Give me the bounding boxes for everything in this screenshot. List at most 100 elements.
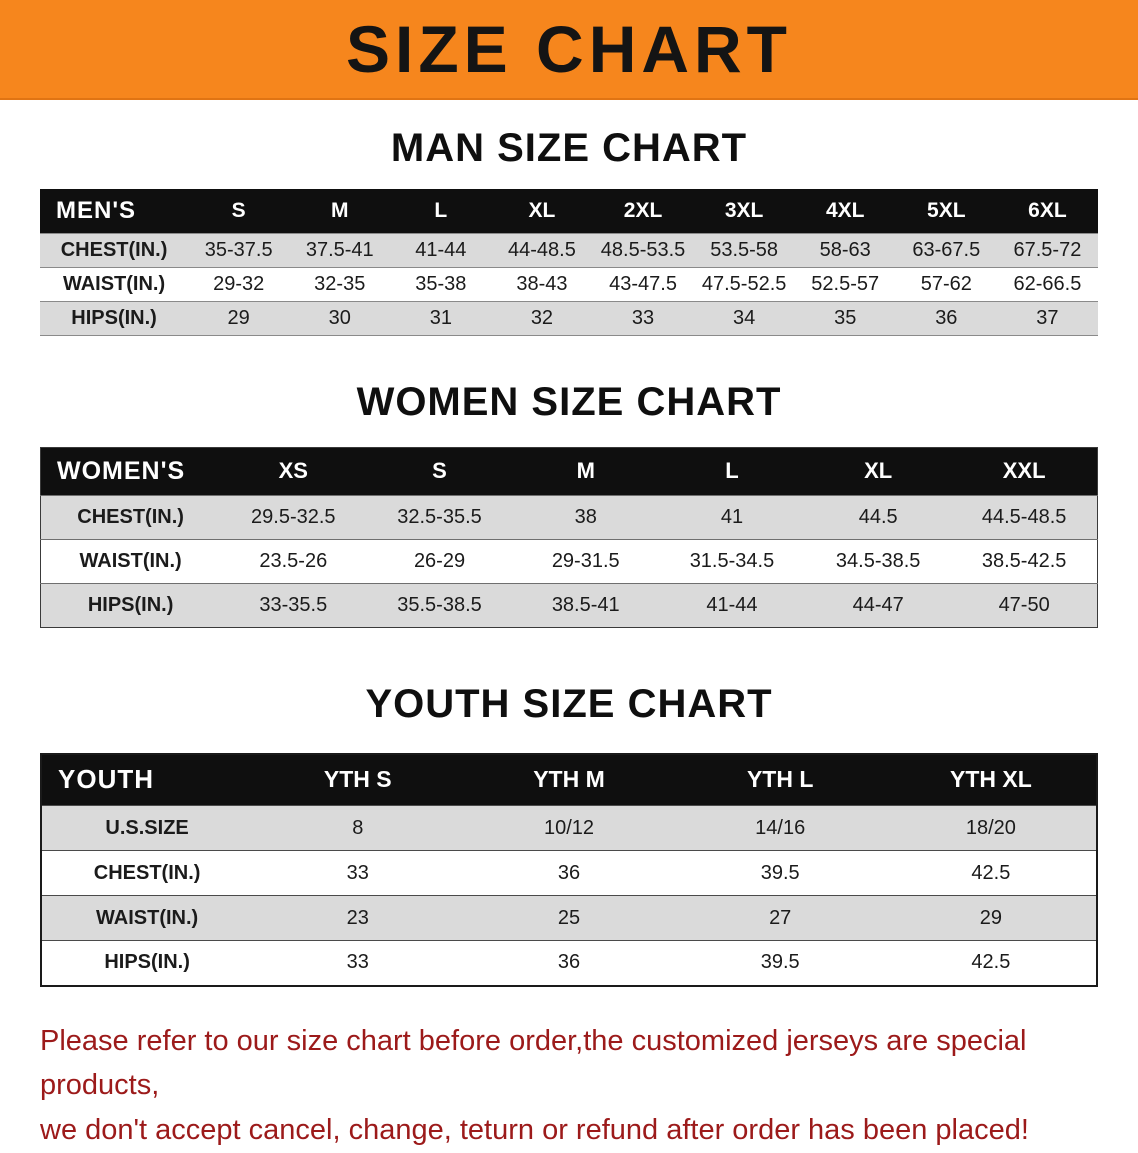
size-value-cell: 44-48.5 [491, 233, 592, 267]
size-header-cell: 4XL [795, 189, 896, 233]
banner: SIZE CHART [0, 0, 1138, 100]
size-value-cell: 41-44 [390, 233, 491, 267]
size-value-cell: 35 [795, 301, 896, 335]
size-header-cell: 5XL [896, 189, 997, 233]
size-value-cell: 31.5-34.5 [659, 539, 805, 583]
size-value-cell: 33 [252, 851, 463, 896]
size-value-cell: 43-47.5 [592, 267, 693, 301]
size-value-cell: 27 [675, 896, 886, 941]
size-value-cell: 63-67.5 [896, 233, 997, 267]
size-value-cell: 37 [997, 301, 1098, 335]
page-title: SIZE CHART [346, 11, 792, 87]
size-value-cell: 35-37.5 [188, 233, 289, 267]
size-value-cell: 38 [513, 495, 659, 539]
size-value-cell: 31 [390, 301, 491, 335]
size-value-cell: 39.5 [675, 851, 886, 896]
notice-line: we don't accept cancel, change, teturn o… [40, 1108, 1138, 1153]
size-value-cell: 29-31.5 [513, 539, 659, 583]
size-value-cell: 32 [491, 301, 592, 335]
size-value-cell: 35.5-38.5 [366, 583, 512, 627]
size-value-cell: 8 [252, 806, 463, 851]
size-value-cell: 67.5-72 [997, 233, 1098, 267]
row-label-cell: CHEST(IN.) [41, 851, 252, 896]
table-header-row: WOMEN'S XS S M L XL XXL [41, 447, 1098, 495]
table-row: CHEST(IN.) 35-37.5 37.5-41 41-44 44-48.5… [40, 233, 1098, 267]
size-value-cell: 42.5 [886, 851, 1097, 896]
size-value-cell: 41-44 [659, 583, 805, 627]
size-header-cell: S [188, 189, 289, 233]
size-header-cell: M [289, 189, 390, 233]
size-value-cell: 32-35 [289, 267, 390, 301]
size-value-cell: 44.5-48.5 [951, 495, 1097, 539]
size-value-cell: 33-35.5 [220, 583, 366, 627]
size-value-cell: 41 [659, 495, 805, 539]
notice-line: Please refer to our size chart before or… [40, 1019, 1138, 1109]
size-value-cell: 34.5-38.5 [805, 539, 951, 583]
row-label-cell: CHEST(IN.) [40, 233, 188, 267]
size-value-cell: 44-47 [805, 583, 951, 627]
row-label-cell: WAIST(IN.) [41, 896, 252, 941]
size-value-cell: 34 [694, 301, 795, 335]
size-value-cell: 23.5-26 [220, 539, 366, 583]
row-label-cell: WAIST(IN.) [40, 267, 188, 301]
size-header-cell: YTH S [252, 754, 463, 806]
size-value-cell: 57-62 [896, 267, 997, 301]
size-value-cell: 29 [886, 896, 1097, 941]
size-value-cell: 18/20 [886, 806, 1097, 851]
size-value-cell: 39.5 [675, 941, 886, 986]
size-value-cell: 47.5-52.5 [694, 267, 795, 301]
size-value-cell: 36 [463, 851, 674, 896]
size-value-cell: 53.5-58 [694, 233, 795, 267]
size-value-cell: 44.5 [805, 495, 951, 539]
size-value-cell: 47-50 [951, 583, 1097, 627]
size-header-cell: 6XL [997, 189, 1098, 233]
size-header-cell: L [390, 189, 491, 233]
size-header-cell: M [513, 447, 659, 495]
table-row: HIPS(IN.) 33-35.5 35.5-38.5 38.5-41 41-4… [41, 583, 1098, 627]
size-value-cell: 36 [896, 301, 997, 335]
table-title-cell: WOMEN'S [41, 447, 221, 495]
table-title-cell: YOUTH [41, 754, 252, 806]
size-header-cell: YTH XL [886, 754, 1097, 806]
women-section-heading: WOMEN SIZE CHART [0, 380, 1138, 425]
table-title-cell: MEN'S [40, 189, 188, 233]
size-header-cell: XXL [951, 447, 1097, 495]
table-row: WAIST(IN.) 29-32 32-35 35-38 38-43 43-47… [40, 267, 1098, 301]
size-value-cell: 26-29 [366, 539, 512, 583]
size-value-cell: 62-66.5 [997, 267, 1098, 301]
size-header-cell: S [366, 447, 512, 495]
table-row: U.S.SIZE 8 10/12 14/16 18/20 [41, 806, 1097, 851]
table-header-row: MEN'S S M L XL 2XL 3XL 4XL 5XL 6XL [40, 189, 1098, 233]
size-header-cell: XS [220, 447, 366, 495]
size-header-cell: XL [805, 447, 951, 495]
size-header-cell: YTH M [463, 754, 674, 806]
table-row: CHEST(IN.) 29.5-32.5 32.5-35.5 38 41 44.… [41, 495, 1098, 539]
footer-notice: Please refer to our size chart before or… [40, 1019, 1138, 1153]
table-row: HIPS(IN.) 29 30 31 32 33 34 35 36 37 [40, 301, 1098, 335]
youth-size-table: YOUTH YTH S YTH M YTH L YTH XL U.S.SIZE … [40, 753, 1098, 987]
size-value-cell: 37.5-41 [289, 233, 390, 267]
size-value-cell: 32.5-35.5 [366, 495, 512, 539]
size-value-cell: 29.5-32.5 [220, 495, 366, 539]
row-label-cell: HIPS(IN.) [41, 583, 221, 627]
size-value-cell: 33 [592, 301, 693, 335]
men-size-table: MEN'S S M L XL 2XL 3XL 4XL 5XL 6XL CHEST… [40, 189, 1098, 336]
size-value-cell: 38.5-42.5 [951, 539, 1097, 583]
size-value-cell: 48.5-53.5 [592, 233, 693, 267]
size-value-cell: 10/12 [463, 806, 674, 851]
table-row: CHEST(IN.) 33 36 39.5 42.5 [41, 851, 1097, 896]
size-value-cell: 33 [252, 941, 463, 986]
size-value-cell: 42.5 [886, 941, 1097, 986]
size-header-cell: L [659, 447, 805, 495]
size-value-cell: 29 [188, 301, 289, 335]
size-value-cell: 36 [463, 941, 674, 986]
size-value-cell: 23 [252, 896, 463, 941]
men-section-heading: MAN SIZE CHART [0, 126, 1138, 171]
row-label-cell: WAIST(IN.) [41, 539, 221, 583]
size-value-cell: 38-43 [491, 267, 592, 301]
youth-section-heading: YOUTH SIZE CHART [0, 682, 1138, 727]
table-row: HIPS(IN.) 33 36 39.5 42.5 [41, 941, 1097, 986]
row-label-cell: CHEST(IN.) [41, 495, 221, 539]
row-label-cell: HIPS(IN.) [40, 301, 188, 335]
